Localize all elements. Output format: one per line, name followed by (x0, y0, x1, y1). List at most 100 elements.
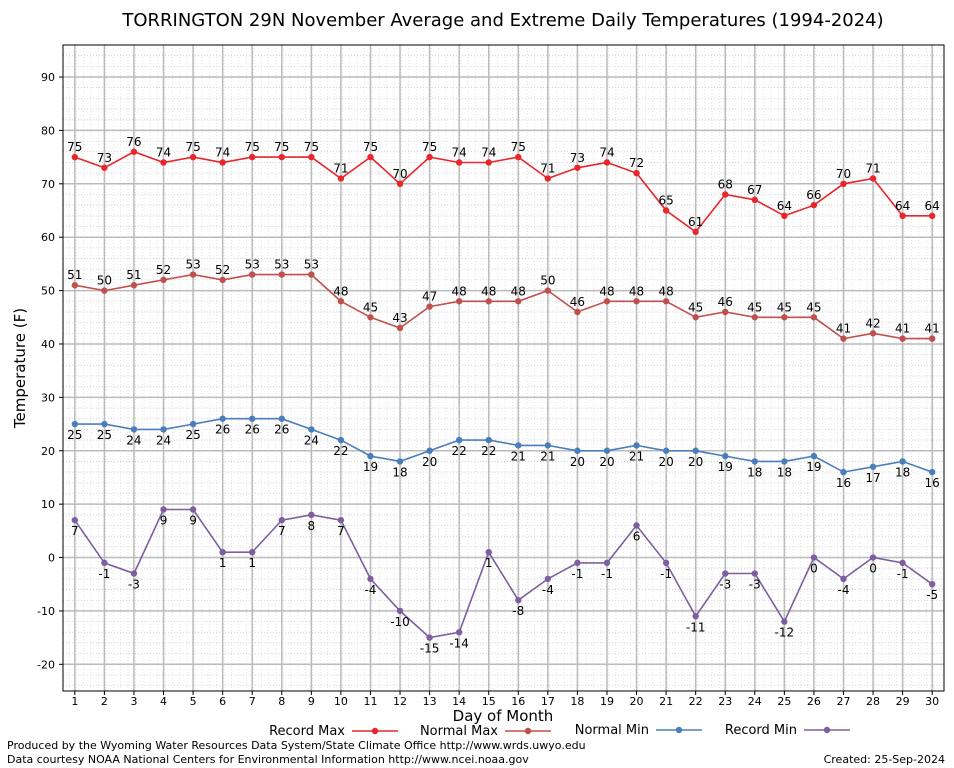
plot-frame (62, 44, 945, 692)
data-point (722, 308, 729, 316)
data-point (515, 597, 522, 604)
series-record-max: 75 73 76 74 75 74 75 75 75 71 75 70 75 74 74 75 71 73 74 72… (67, 135, 940, 236)
data-label: 48 (481, 284, 496, 298)
x-tick-label: 6 (219, 695, 226, 708)
data-point (869, 330, 877, 337)
series-line (74, 508, 933, 639)
data-point (574, 308, 581, 316)
data-point (574, 164, 581, 171)
x-tick-label: 26 (807, 695, 821, 708)
data-label: 1 (248, 556, 256, 570)
y-axis-ticks: -20 -10 0 10 20 30 40 50 60 70 80 90 (37, 71, 63, 671)
data-point (781, 314, 788, 321)
data-label: 75 (67, 140, 82, 154)
data-point (515, 442, 522, 449)
data-label: 73 (570, 151, 585, 165)
data-point (160, 276, 167, 284)
data-label: 68 (718, 177, 733, 191)
data-label: 21 (511, 449, 526, 463)
data-label: 18 (777, 465, 792, 479)
data-point (249, 548, 256, 556)
data-point (781, 458, 788, 465)
data-label: 76 (126, 135, 141, 149)
x-tick-label: 3 (130, 695, 137, 708)
data-point (722, 191, 729, 198)
series-normal-min: 25 25 24 24 25 26 26 26 24 22 19 18 20 22 22 21 21 20 20 21… (67, 415, 940, 490)
legend-swatch-marker (524, 727, 532, 735)
x-tick-label: 25 (777, 695, 791, 708)
data-label: 24 (126, 433, 141, 447)
x-tick-label: 1 (71, 695, 78, 708)
data-point (485, 159, 492, 166)
data-label: 25 (97, 428, 112, 442)
data-point (899, 458, 906, 465)
data-point (692, 613, 699, 620)
data-label: 45 (363, 300, 378, 314)
data-point (810, 554, 818, 561)
data-label: 21 (540, 449, 555, 463)
data-point (337, 175, 345, 182)
series-record-min: 7-1-39 91 17 8 7-4-10-15 -141-8-4-1 -16-1-11-3… (71, 506, 938, 656)
data-point (219, 159, 226, 166)
data-label: 22 (481, 444, 496, 458)
data-point (544, 442, 552, 449)
data-point (455, 159, 463, 166)
x-tick-label: 10 (334, 695, 348, 708)
data-label: 53 (274, 258, 289, 272)
data-point (633, 442, 640, 449)
data-point (662, 298, 670, 305)
data-label: 46 (570, 295, 585, 309)
data-label: 70 (392, 167, 407, 181)
legend-label: Record Max (269, 724, 345, 739)
x-tick-label: 17 (541, 695, 555, 708)
data-point (396, 607, 404, 615)
data-point (515, 298, 522, 305)
x-axis-ticks: 1 2 3 4 5 6 7 8 9 10 11 12 13 14 15 16 17 18 19 20 21 22 23 24 2… (71, 691, 939, 708)
data-point (367, 314, 374, 321)
y-tick-label: -20 (37, 658, 55, 671)
data-point (219, 415, 226, 422)
data-label: -15 (420, 642, 440, 656)
data-point (869, 554, 877, 561)
legend: Record Max Normal Max Normal Min Record Min (269, 723, 850, 739)
data-point (71, 420, 79, 428)
y-tick-label: 40 (41, 338, 55, 351)
data-point (189, 271, 197, 278)
data-label: 45 (688, 300, 703, 314)
data-label: 75 (511, 140, 526, 154)
x-tick-label: 20 (630, 695, 644, 708)
data-label: 71 (333, 161, 348, 175)
data-label: 6 (633, 529, 641, 543)
data-label: 7 (71, 524, 79, 538)
x-tick-label: 13 (423, 695, 437, 708)
data-label: -1 (660, 567, 672, 581)
data-label: -1 (601, 567, 613, 581)
data-label: -8 (512, 604, 524, 618)
data-point (751, 458, 758, 465)
data-label: 75 (363, 140, 378, 154)
data-label: 52 (215, 263, 230, 277)
data-label: 1 (219, 556, 227, 570)
data-point (189, 420, 197, 428)
y-tick-label: 30 (41, 391, 55, 404)
data-label: 48 (511, 284, 526, 298)
data-label: 22 (452, 444, 467, 458)
data-point (189, 506, 197, 513)
data-label: 16 (925, 476, 940, 490)
data-label: 1 (485, 556, 493, 570)
data-point (485, 436, 492, 444)
x-tick-label: 5 (190, 695, 197, 708)
data-point (71, 282, 79, 289)
data-point (928, 212, 936, 220)
data-point (840, 180, 847, 188)
data-label: 24 (304, 433, 319, 447)
data-point (101, 559, 108, 567)
data-point (455, 436, 463, 444)
data-point (130, 426, 138, 433)
data-point (426, 634, 433, 641)
series-line (74, 150, 933, 233)
data-label: -14 (449, 636, 469, 650)
data-point (308, 271, 315, 278)
data-label: 50 (97, 274, 112, 288)
